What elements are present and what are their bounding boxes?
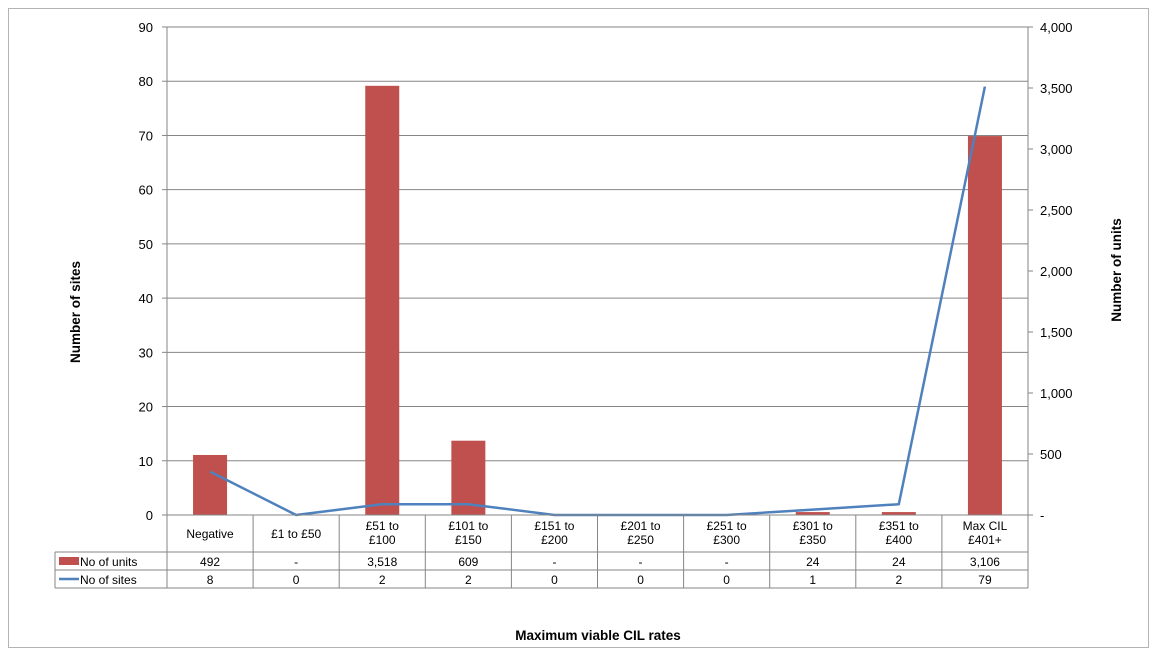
bar-units <box>967 136 1002 515</box>
category-label: £301 to £350 <box>793 519 833 547</box>
category-label: £201 to £250 <box>621 519 661 547</box>
table-cell-units: 24 <box>806 555 820 569</box>
table-cell-sites: 2 <box>465 573 472 587</box>
y-right-tick-label: 3,000 <box>1040 142 1073 157</box>
bar-units <box>795 512 830 515</box>
table-cell-units: - <box>725 555 729 569</box>
y-left-tick-label: 0 <box>146 508 153 523</box>
category-label: Max CIL £401+ <box>963 519 1008 547</box>
table-cell-units: 492 <box>200 555 220 569</box>
y-right-tick-label: 2,500 <box>1040 203 1073 218</box>
table-cell-sites: 0 <box>293 573 300 587</box>
y-left-tick-label: 60 <box>139 183 153 198</box>
legend-key-units <box>59 557 79 565</box>
bar-units <box>881 512 916 515</box>
bar-units <box>365 85 400 515</box>
y-right-tick-label: 1,000 <box>1040 386 1073 401</box>
y-left-tick-label: 10 <box>139 454 153 469</box>
table-cell-units: - <box>294 555 298 569</box>
bar-units <box>193 454 228 515</box>
y-left-axis-title: Number of sites <box>68 261 83 363</box>
y-right-tick-label: 2,000 <box>1040 264 1073 279</box>
y-right-tick-label: - <box>1040 508 1044 523</box>
category-label: £101 to £150 <box>448 519 488 547</box>
category-label: £151 to £200 <box>534 519 574 547</box>
table-cell-sites: 79 <box>978 573 992 587</box>
table-cell-units: 3,106 <box>970 555 1000 569</box>
category-label: £1 to £50 <box>271 527 321 541</box>
y-left-tick-label: 80 <box>139 74 153 89</box>
table-cell-units: - <box>639 555 643 569</box>
table-cell-sites: 2 <box>896 573 903 587</box>
table-cell-sites: 8 <box>207 573 214 587</box>
table-cell-units: 3,518 <box>367 555 397 569</box>
table-cell-sites: 0 <box>637 573 644 587</box>
table-cell-units: 609 <box>458 555 478 569</box>
category-label: £51 to £100 <box>366 519 400 547</box>
y-right-tick-label: 500 <box>1040 447 1062 462</box>
y-right-axis-title: Number of units <box>1109 218 1124 322</box>
chart-frame <box>8 8 1149 648</box>
x-axis-title: Maximum viable CIL rates <box>515 628 681 643</box>
category-label: £251 to £300 <box>707 519 747 547</box>
y-left-tick-label: 40 <box>139 291 153 306</box>
y-left-tick-label: 20 <box>139 400 153 415</box>
table-cell-units: - <box>552 555 556 569</box>
table-cell-sites: 1 <box>809 573 816 587</box>
category-label: £351 to £400 <box>879 519 919 547</box>
y-left-tick-label: 90 <box>139 20 153 35</box>
category-label: Negative <box>186 527 234 541</box>
table-cell-sites: 2 <box>379 573 386 587</box>
y-right-tick-label: 1,500 <box>1040 325 1073 340</box>
y-right-tick-label: 3,500 <box>1040 81 1073 96</box>
table-cell-sites: 0 <box>723 573 730 587</box>
legend-label-units: No of units <box>80 555 137 569</box>
legend-label-sites: No of sites <box>80 573 137 587</box>
y-left-tick-label: 50 <box>139 237 153 252</box>
table-cell-units: 24 <box>892 555 906 569</box>
y-left-tick-label: 30 <box>139 345 153 360</box>
y-right-tick-label: 4,000 <box>1040 20 1073 35</box>
y-left-tick-label: 70 <box>139 128 153 143</box>
bar-units <box>451 440 486 515</box>
table-cell-sites: 0 <box>551 573 558 587</box>
